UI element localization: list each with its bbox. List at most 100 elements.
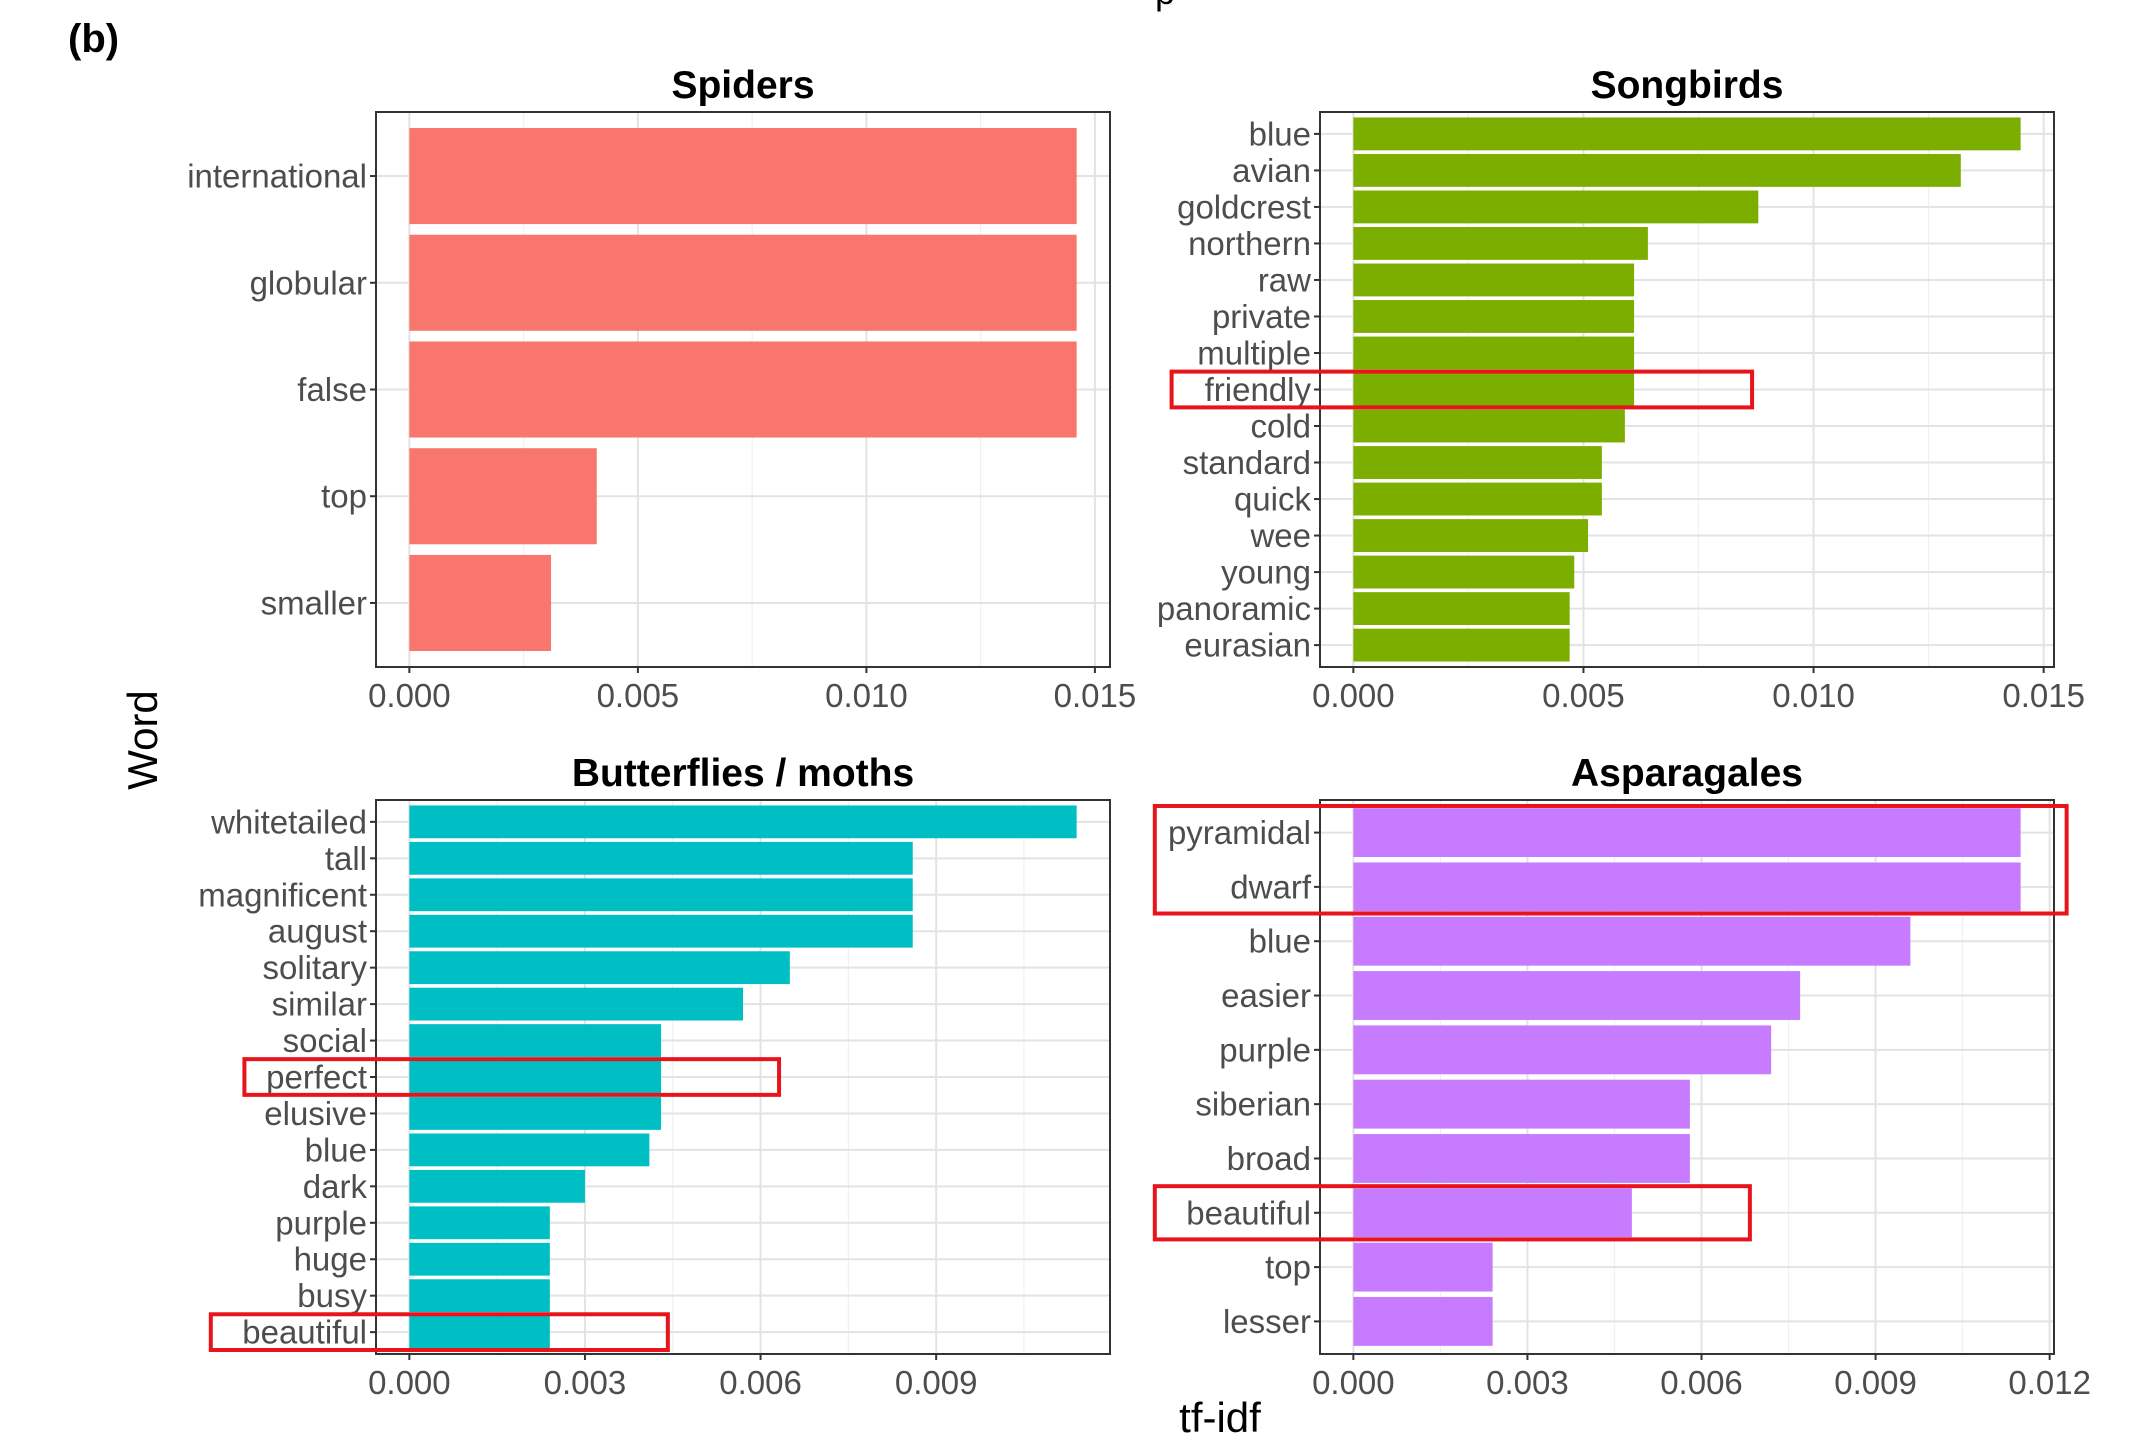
y-tick-label: northern [1188,225,1311,262]
panel-title: Spiders [671,64,814,107]
y-tick-label: multiple [1197,334,1311,371]
x-axis-label: tf-idf [1179,1394,1261,1441]
y-tick-label: wee [1249,517,1311,554]
highlight-box [208,1312,670,1352]
x-tick-label: 0.015 [1054,677,1137,714]
bar-beautiful [409,1315,550,1349]
x-tick-label: 0.000 [1312,677,1395,714]
bar-top [409,448,597,545]
bar-broad [1353,1134,1690,1183]
y-tick-label: beautiful [242,1314,367,1351]
bar-solitary [409,951,790,985]
bar-lesser [1353,1296,1493,1346]
x-tick-label: 0.009 [1834,1364,1917,1401]
x-tick-label: 0.005 [597,677,680,714]
highlight-box [1152,803,2069,916]
x-tick-label: 0.015 [2002,677,2085,714]
highlight-box [242,1057,782,1097]
y-tick-label: perfect [266,1059,367,1096]
y-tick-label: top [321,478,367,515]
y-tick-label: lesser [1223,1303,1311,1340]
bar-beautiful [1353,1188,1632,1238]
x-tick-label: 0.009 [895,1364,978,1401]
y-tick-label: purple [1219,1031,1311,1068]
bar-siberian [1353,1079,1690,1129]
y-tick-label: siberian [1195,1086,1311,1123]
x-tick-label: 0.003 [1486,1364,1569,1401]
y-tick-label: raw [1258,261,1311,298]
y-tick-label: blue [1249,115,1311,152]
panel-border [1319,799,2055,1355]
y-tick-label: purple [275,1204,367,1241]
y-tick-label: standard [1183,444,1311,481]
bar-standard [1353,446,1602,479]
bar-similar [409,987,743,1021]
x-tick-label: 0.006 [1660,1364,1743,1401]
y-tick-label: easier [1221,977,1311,1014]
y-tick-label: social [283,1022,367,1059]
bar-huge [409,1242,550,1276]
bar-easier [1353,971,1801,1020]
panel-spiders: Spiders international globular false top smal… [187,64,1136,714]
bar-august [409,914,913,948]
x-tick-label: 0.010 [825,677,908,714]
y-tick-label: elusive [264,1095,367,1132]
x-tick-label: 0.000 [1312,1364,1395,1401]
panel-songbirds: Songbirds blueaviangoldcrestnorthernrawpr… [1157,64,2085,714]
x-tick-label: 0.000 [368,677,451,714]
y-tick-label: friendly [1205,371,1312,408]
y-axis-label: Word [119,690,166,790]
x-tick-label: 0.012 [2008,1364,2091,1401]
x-tick-label: 0.003 [544,1364,627,1401]
y-tick-label: beautiful [1186,1194,1311,1231]
y-tick-label: cold [1250,408,1311,445]
bar-whitetailed [409,805,1077,839]
bar-northern [1353,227,1648,260]
x-tick-label: 0.005 [1542,677,1625,714]
bar-purple [1353,1025,1772,1075]
bar-friendly [1353,373,1635,406]
x-tick-label: 0.010 [1772,677,1855,714]
bar-perfect [409,1060,662,1094]
y-tick-label: young [1221,554,1311,591]
bar-magnificent [409,878,913,912]
bar-raw [1353,263,1635,297]
y-tick-label: blue [1249,923,1311,960]
y-tick-label: international [187,158,367,195]
y-tick-label: private [1212,298,1311,335]
y-tick-label: busy [297,1277,367,1314]
panel-asparagales: Asparagales pyramidal dwarf blue easier purpl… [1152,752,2091,1401]
facet-panels: Spiders international globular false top smal… [187,64,2091,1401]
bar-avian [1353,153,1961,187]
highlight-box [1169,369,1755,410]
bar-quick [1353,482,1602,516]
x-tick-label: 0.000 [368,1364,451,1401]
bar-tall [409,841,913,875]
bar-blue [409,1133,650,1167]
y-tick-label: broad [1227,1140,1311,1177]
y-tick-label: solitary [262,949,367,986]
y-tick-label: quick [1234,481,1312,518]
bar-cold [1353,409,1625,443]
y-tick-label: eurasian [1184,627,1311,664]
bar-multiple [1353,336,1635,370]
bar-pyramidal [1353,808,2021,858]
panel-butterflies-moths: Butterflies / moths whitetailedtallmagnif… [198,752,1111,1401]
bar-busy [409,1279,550,1313]
y-tick-label: dark [303,1168,368,1205]
y-tick-label: panoramic [1157,590,1311,627]
bar-panoramic [1353,592,1570,626]
panel-title: Asparagales [1571,752,1803,795]
y-tick-label: huge [294,1241,367,1278]
bar-social [409,1024,662,1057]
y-tick-label: top [1265,1249,1311,1286]
bar-top [1353,1242,1493,1292]
bar-goldcrest [1353,190,1759,224]
panel-title: Songbirds [1591,64,1784,107]
y-tick-label: similar [272,986,367,1023]
bar-private [1353,300,1635,333]
bar-eurasian [1353,628,1570,662]
y-tick-label: pyramidal [1168,814,1311,851]
panel-label: (b) [68,17,119,61]
bar-globular [409,234,1077,331]
